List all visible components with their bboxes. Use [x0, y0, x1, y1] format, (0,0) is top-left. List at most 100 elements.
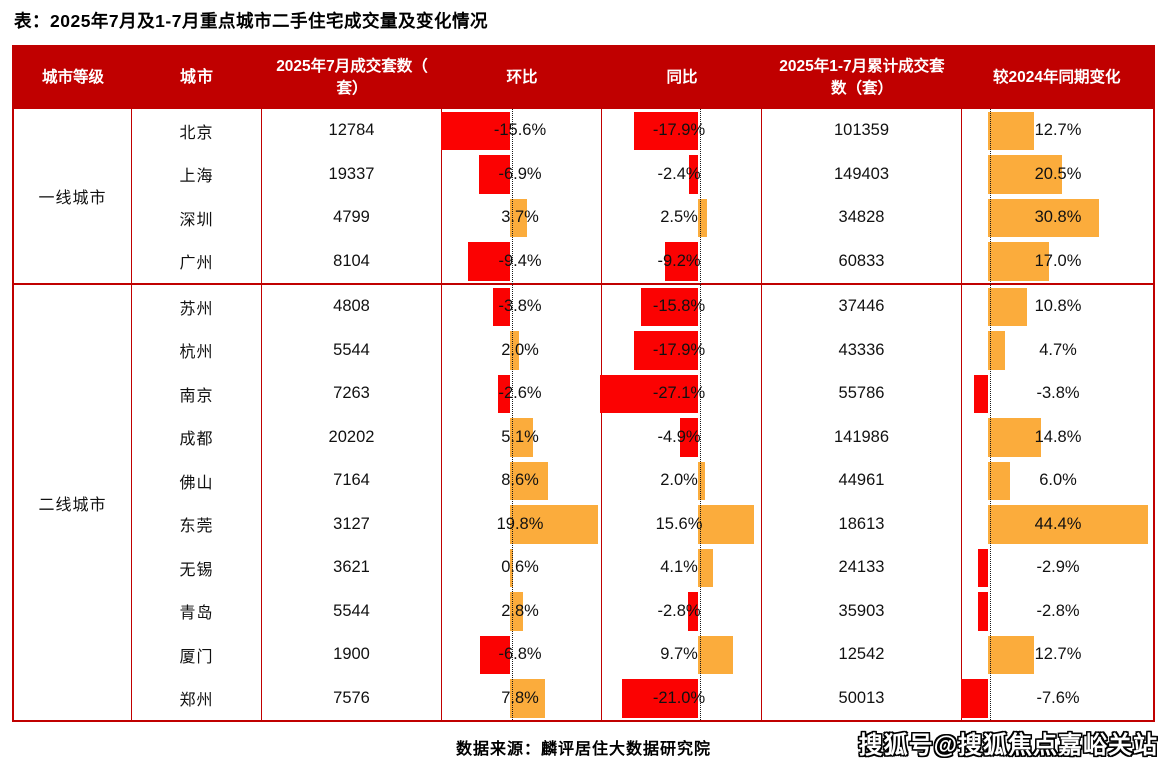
mom-change-cell-label: -3.8% [498, 297, 542, 316]
positive-bar [988, 505, 1148, 544]
mom-change-cell-label: 7.8% [501, 688, 539, 707]
yoy-change-cell: 4.1% [602, 546, 762, 590]
negative-bar [664, 242, 698, 281]
vs-2024-change-cell-label: 44.4% [1034, 514, 1082, 533]
negative-bar [689, 155, 698, 194]
city-name-cell: 北京 [132, 109, 262, 153]
vs-2024-change-cell: -2.8% [962, 590, 1152, 634]
negative-bar [687, 592, 698, 631]
july-transactions-cell: 8104 [262, 239, 442, 283]
yoy-change-cell-label: -27.1% [652, 384, 706, 403]
table-row: 佛山 7164 8.6% 2.0% 44961 6.0% [132, 459, 1153, 503]
positive-bar [510, 548, 513, 587]
positive-bar [510, 679, 545, 718]
negative-bar [633, 111, 698, 150]
yoy-change-cell-label: -9.2% [657, 251, 701, 270]
negative-bar [498, 374, 510, 413]
yoy-change-cell: -4.9% [602, 415, 762, 459]
yoy-change-cell-label: -4.9% [657, 427, 701, 446]
tier-group: 二线城市 苏州 4808 -3.8% -15.8% 37446 10.8% 杭州 5544 2.0… [14, 283, 1153, 720]
yoy-change-cell: -9.2% [602, 239, 762, 283]
cumulative-transactions-cell: 37446 [762, 285, 962, 329]
cumulative-transactions-cell: 18613 [762, 502, 962, 546]
negative-bar [600, 374, 698, 413]
positive-bar [988, 111, 1034, 150]
yoy-change-cell-label: -2.8% [657, 601, 701, 620]
city-name-cell: 厦门 [132, 633, 262, 677]
mom-change-cell: -6.9% [442, 152, 602, 196]
vs-2024-change-cell-label: 4.7% [1039, 340, 1077, 359]
negative-bar [479, 635, 510, 674]
column-header-yoy-change: 同比 [666, 68, 698, 86]
yoy-change-cell: -21.0% [602, 676, 762, 720]
cumulative-transactions-cell: 44961 [762, 459, 962, 503]
vs-2024-change-cell-label: -2.9% [1036, 558, 1080, 577]
column-header-city: 城市 [179, 69, 214, 87]
cumulative-transactions-cell: 34828 [762, 196, 962, 240]
yoy-change-cell: -15.8% [602, 285, 762, 329]
positive-bar [988, 461, 1010, 500]
mom-change-cell: 8.6% [442, 459, 602, 503]
tier-group: 一线城市 北京 12784 -15.6% -17.9% 101359 12.7% 上海 1933… [14, 109, 1153, 283]
positive-bar [510, 418, 533, 457]
page-title: 表：2025年7月及1-7月重点城市二手住宅成交量及变化情况 [14, 11, 488, 31]
mom-change-cell: -6.8% [442, 633, 602, 677]
mom-change-cell-label: -15.6% [493, 121, 547, 140]
table-row: 南京 7263 -2.6% -27.1% 55786 -3.8% [132, 372, 1153, 416]
cumulative-transactions-cell: 50013 [762, 676, 962, 720]
tier-rows: 北京 12784 -15.6% -17.9% 101359 12.7% 上海 19337 -6.… [132, 109, 1153, 283]
yoy-change-cell: 15.6% [602, 502, 762, 546]
yoy-change-cell-label: 4.1% [660, 558, 698, 577]
cumulative-transactions-cell: 35903 [762, 589, 962, 633]
vs-2024-change-cell-label: 10.8% [1034, 297, 1082, 316]
vs-2024-change-cell: 4.7% [962, 329, 1152, 373]
positive-bar [698, 548, 713, 587]
vs-2024-change-cell-label: 17.0% [1034, 251, 1082, 270]
mom-change-cell-label: -2.6% [498, 384, 542, 403]
mom-change-cell: -15.6% [440, 109, 602, 153]
negative-bar [468, 242, 510, 281]
mom-change-cell: -3.8% [442, 285, 602, 329]
positive-bar [988, 155, 1062, 194]
table-row: 上海 19337 -6.9% -2.4% 149403 20.5% [132, 152, 1153, 196]
negative-bar [641, 287, 698, 326]
positive-bar [698, 198, 707, 237]
cumulative-transactions-cell: 24133 [762, 546, 962, 590]
vs-2024-change-cell-label: 6.0% [1039, 471, 1077, 490]
vs-2024-change-cell: 12.7% [962, 633, 1152, 677]
mom-change-cell-label: 3.7% [501, 208, 539, 227]
table-row: 青岛 5544 2.8% -2.8% 35903 -2.8% [132, 589, 1153, 634]
negative-bar [622, 679, 698, 718]
vs-2024-change-cell: 10.8% [962, 285, 1152, 329]
yoy-change-cell-label: 2.5% [660, 208, 698, 227]
cumulative-transactions-cell: 141986 [762, 415, 962, 459]
mom-change-cell-label: -9.4% [498, 251, 542, 270]
negative-bar [974, 374, 988, 413]
yoy-change-cell: 9.7% [602, 633, 762, 677]
positive-bar [698, 461, 706, 500]
city-name-cell: 郑州 [132, 676, 262, 720]
city-name-cell: 广州 [132, 239, 262, 283]
table-row: 杭州 5544 2.0% -17.9% 43336 4.7% [132, 328, 1153, 373]
mom-change-cell-label: 2.8% [501, 601, 539, 620]
july-transactions-cell: 3621 [262, 546, 442, 590]
column-header-cumulative-transactions: 2025年1-7月累计成交套数（套） [779, 57, 945, 97]
negative-bar [977, 592, 988, 631]
cumulative-transactions-cell: 43336 [762, 328, 962, 372]
table-row: 北京 12784 -15.6% -17.9% 101359 12.7% [132, 109, 1153, 153]
yoy-change-cell: -17.9% [602, 328, 762, 372]
vs-2024-change-cell: 17.0% [962, 240, 1152, 284]
mom-change-cell-label: 2.0% [501, 340, 539, 359]
city-name-cell: 佛山 [132, 459, 262, 503]
yoy-change-cell: 2.0% [602, 459, 762, 503]
positive-bar [988, 198, 1099, 237]
july-transactions-cell: 4808 [262, 285, 442, 329]
vs-2024-change-cell-label: 12.7% [1034, 121, 1082, 140]
july-transactions-cell: 12784 [262, 109, 442, 153]
yoy-change-cell: -27.1% [600, 372, 762, 416]
vs-2024-change-cell: 12.7% [962, 109, 1152, 153]
vs-2024-change-cell-label: -2.8% [1036, 601, 1080, 620]
city-name-cell: 南京 [132, 372, 262, 416]
mom-change-cell: 3.7% [442, 196, 602, 240]
positive-bar [698, 505, 755, 544]
